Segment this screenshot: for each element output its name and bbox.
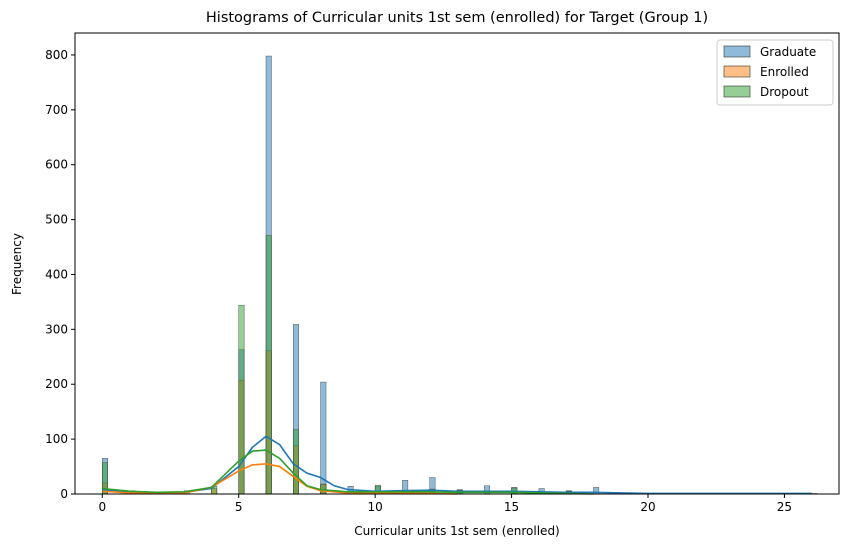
legend-swatch-dropout xyxy=(723,85,751,98)
x-tick-label: 25 xyxy=(777,500,792,514)
x-tick-label: 0 xyxy=(98,500,106,514)
legend-label-graduate: Graduate xyxy=(760,45,816,59)
x-tick-label: 15 xyxy=(504,500,519,514)
y-axis-label: Frequency xyxy=(10,233,24,295)
x-axis-label: Curricular units 1st sem (enrolled) xyxy=(354,524,560,538)
x-tick-label: 10 xyxy=(368,500,383,514)
histogram-bar-dropout xyxy=(293,429,299,495)
x-tick-label: 20 xyxy=(640,500,655,514)
chart-title: Histograms of Curricular units 1st sem (… xyxy=(206,10,708,26)
legend-swatch-enrolled xyxy=(723,65,751,78)
legend-swatch-graduate xyxy=(723,45,751,58)
y-tick-label: 800 xyxy=(45,48,68,62)
x-tick-label: 5 xyxy=(235,500,243,514)
y-tick-label: 500 xyxy=(45,213,68,227)
y-axis: 0 100 200 300 400 500 600 700 800 xyxy=(45,48,75,501)
y-tick-label: 200 xyxy=(45,377,68,391)
y-tick-label: 0 xyxy=(60,487,68,501)
plot-frame xyxy=(74,32,840,495)
y-tick-label: 300 xyxy=(45,322,68,336)
y-tick-label: 400 xyxy=(45,267,68,281)
legend-label-enrolled: Enrolled xyxy=(760,65,809,79)
bars-layer xyxy=(102,55,818,495)
y-tick-label: 600 xyxy=(45,158,68,172)
kde-line-graduate xyxy=(102,435,812,495)
legend: Graduate Enrolled Dropout xyxy=(716,39,834,106)
kde-line-enrolled xyxy=(102,463,458,495)
histogram-bar-dropout xyxy=(265,235,272,495)
x-axis: 0 5 10 15 20 25 xyxy=(98,494,792,514)
y-tick-label: 700 xyxy=(45,103,68,117)
kde-layer xyxy=(102,435,812,495)
legend-label-dropout: Dropout xyxy=(760,85,809,99)
kde-line-dropout xyxy=(102,449,594,495)
y-tick-label: 100 xyxy=(45,432,68,446)
